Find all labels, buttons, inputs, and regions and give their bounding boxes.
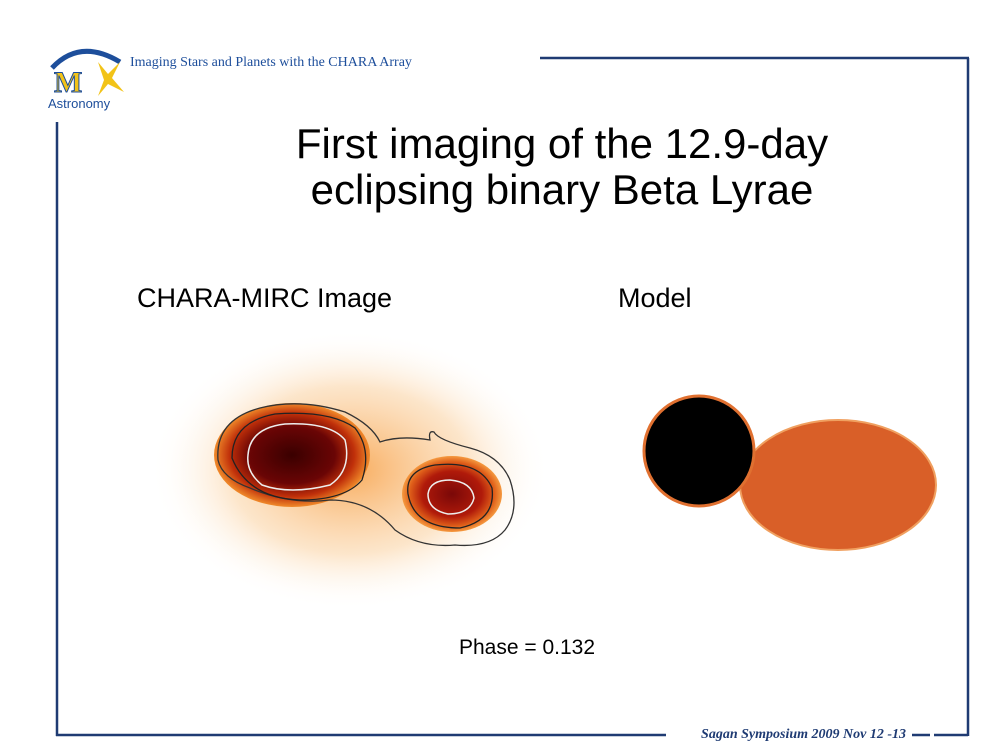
model-image bbox=[642, 394, 937, 551]
logo-text: Astronomy bbox=[48, 96, 111, 111]
footer-text: Sagan Symposium 2009 Nov 12 -13 bbox=[701, 727, 906, 742]
slide-title: First imaging of the 12.9-day bbox=[296, 120, 828, 167]
logo-letter: M bbox=[54, 66, 82, 99]
image-label: CHARA-MIRC Image bbox=[137, 283, 392, 313]
frame bbox=[55, 56, 970, 737]
header-title: Imaging Stars and Planets with the CHARA… bbox=[130, 55, 412, 70]
model-label: Model bbox=[618, 283, 692, 313]
slide-title: eclipsing binary Beta Lyrae bbox=[311, 166, 814, 213]
logo: M Astronomy bbox=[48, 48, 124, 111]
chara-image bbox=[150, 330, 550, 610]
phase-caption: Phase = 0.132 bbox=[459, 636, 595, 659]
